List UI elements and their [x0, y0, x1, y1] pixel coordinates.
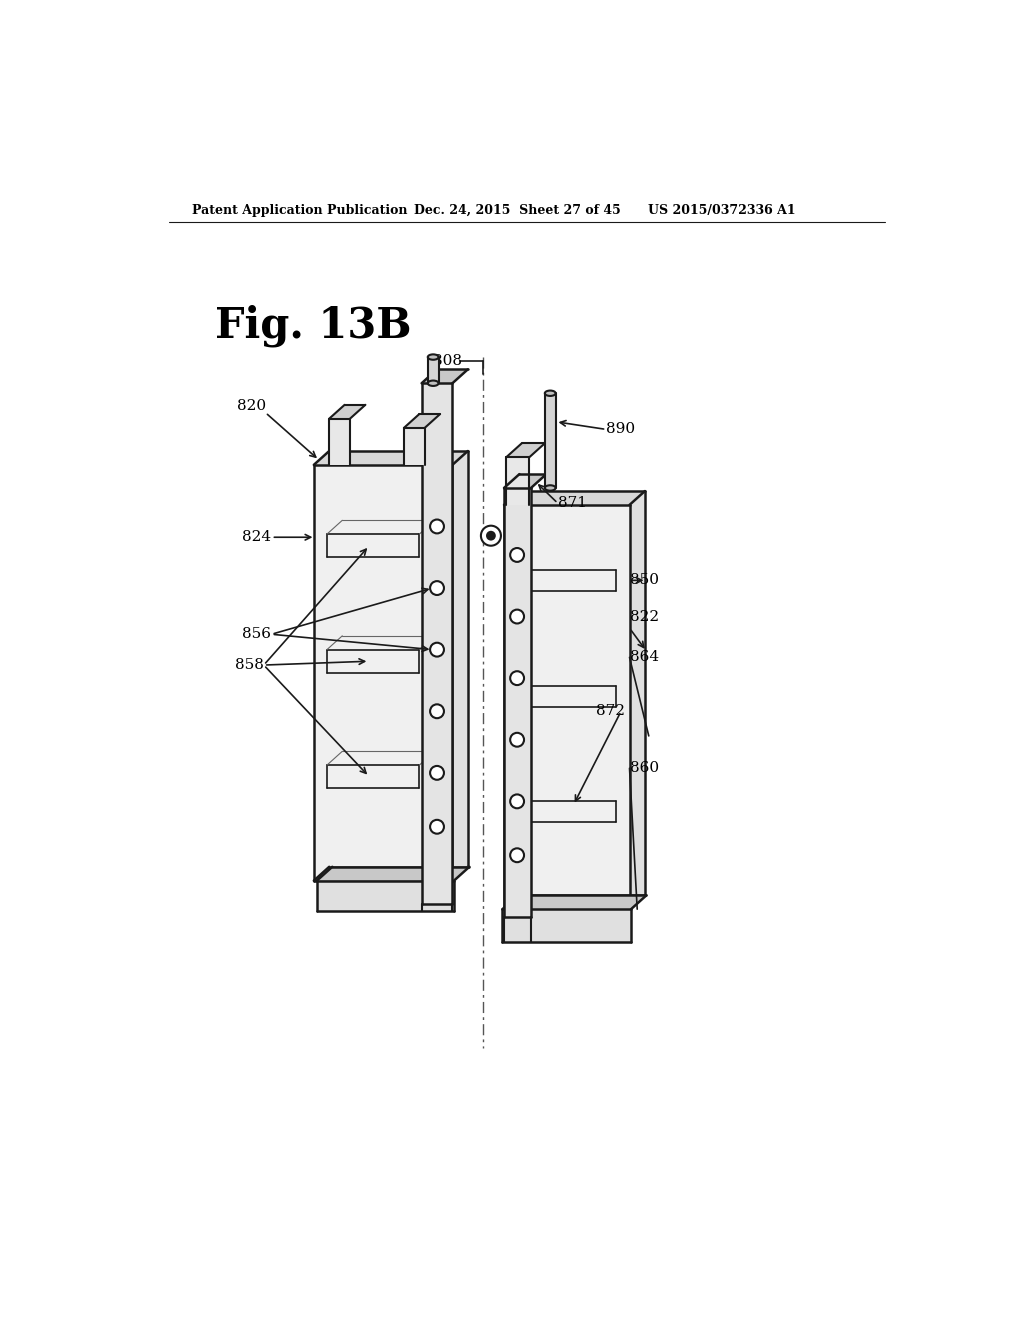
Polygon shape	[504, 491, 645, 506]
Circle shape	[510, 733, 524, 747]
Polygon shape	[313, 451, 468, 465]
Circle shape	[510, 849, 524, 862]
Text: 850: 850	[630, 573, 658, 587]
Polygon shape	[630, 491, 645, 909]
Circle shape	[510, 548, 524, 562]
Polygon shape	[506, 444, 545, 457]
Polygon shape	[503, 909, 631, 942]
Text: US 2015/0372336 A1: US 2015/0372336 A1	[648, 205, 796, 218]
Polygon shape	[403, 428, 425, 465]
Polygon shape	[503, 895, 646, 909]
Polygon shape	[504, 895, 645, 909]
Circle shape	[487, 532, 495, 540]
Polygon shape	[330, 405, 366, 418]
Polygon shape	[545, 393, 556, 488]
Text: 856: 856	[243, 627, 271, 642]
Text: 858: 858	[234, 659, 263, 672]
Circle shape	[430, 581, 444, 595]
Circle shape	[510, 795, 524, 808]
Polygon shape	[504, 474, 547, 488]
Polygon shape	[422, 383, 453, 904]
Ellipse shape	[545, 486, 556, 491]
Polygon shape	[403, 414, 440, 428]
Text: Patent Application Publication: Patent Application Publication	[193, 205, 408, 218]
Text: 820: 820	[237, 400, 266, 413]
Text: Dec. 24, 2015  Sheet 27 of 45: Dec. 24, 2015 Sheet 27 of 45	[414, 205, 621, 218]
Ellipse shape	[428, 380, 438, 385]
Text: 824: 824	[243, 531, 271, 544]
Circle shape	[430, 705, 444, 718]
Circle shape	[510, 671, 524, 685]
Circle shape	[430, 766, 444, 780]
Polygon shape	[504, 488, 531, 917]
Circle shape	[430, 520, 444, 533]
Polygon shape	[316, 867, 469, 880]
Text: 890: 890	[606, 422, 636, 437]
Polygon shape	[504, 506, 630, 909]
Polygon shape	[428, 358, 438, 383]
Polygon shape	[453, 451, 468, 880]
Text: 860: 860	[630, 762, 658, 775]
Text: 871: 871	[558, 496, 587, 511]
Text: 822: 822	[630, 610, 658, 623]
Polygon shape	[316, 880, 454, 911]
Ellipse shape	[545, 391, 556, 396]
Polygon shape	[313, 867, 468, 880]
Polygon shape	[422, 370, 468, 383]
Circle shape	[430, 643, 444, 656]
Circle shape	[430, 820, 444, 834]
Text: 872: 872	[596, 705, 626, 718]
Text: 864: 864	[630, 651, 658, 664]
Circle shape	[481, 525, 501, 545]
Circle shape	[510, 610, 524, 623]
Text: Fig. 13B: Fig. 13B	[215, 305, 412, 347]
Polygon shape	[330, 418, 350, 465]
Polygon shape	[506, 457, 529, 506]
Text: 808: 808	[433, 354, 462, 368]
Polygon shape	[313, 465, 453, 880]
Ellipse shape	[428, 354, 438, 360]
